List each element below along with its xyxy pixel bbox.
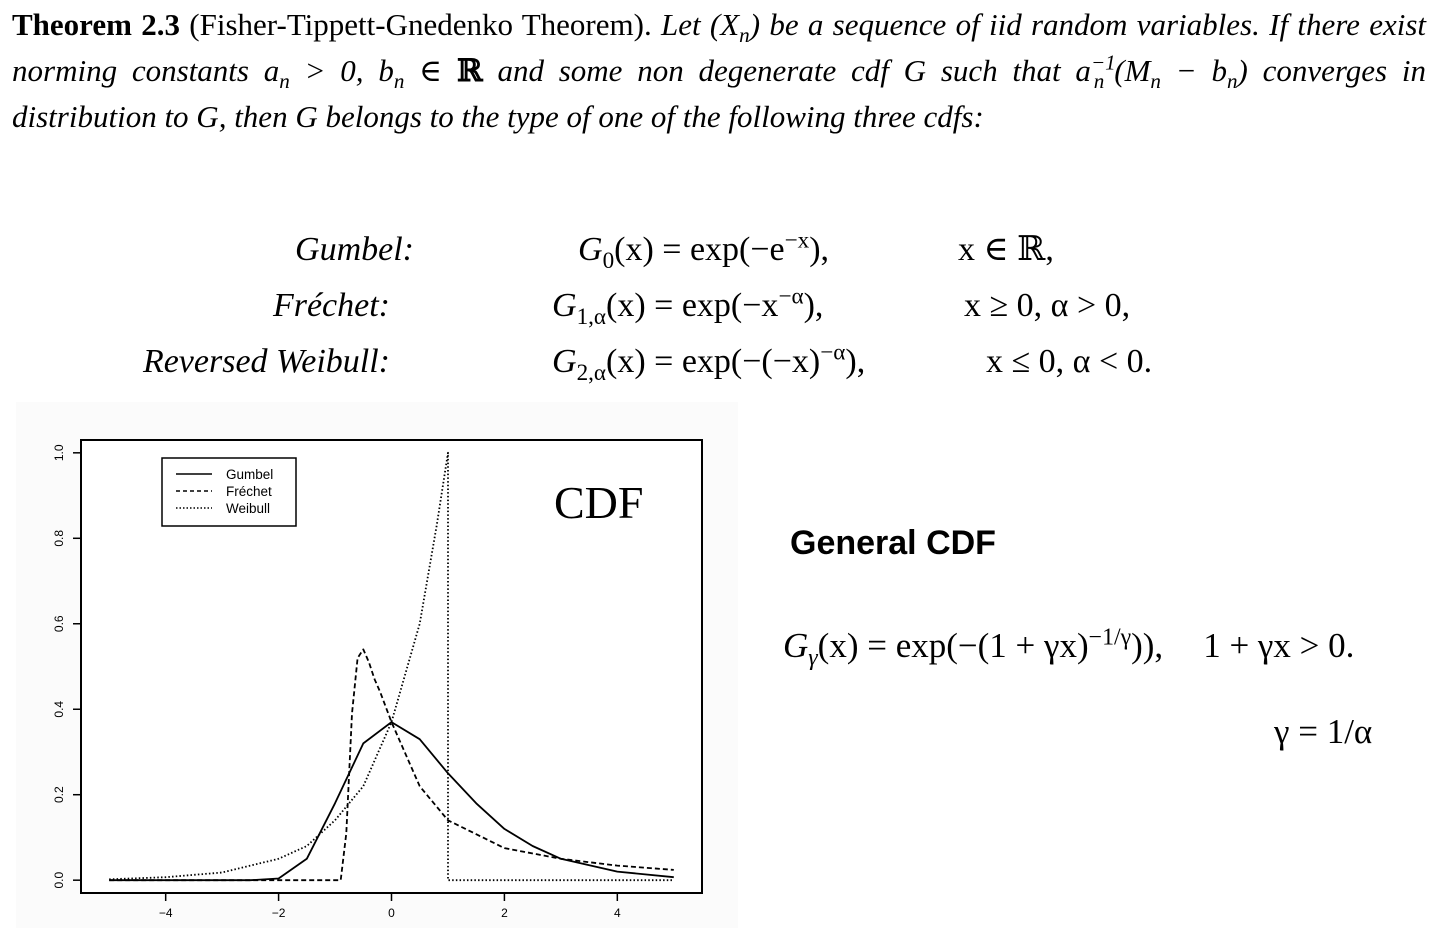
y-tick-label: 0.2 <box>52 786 66 803</box>
weibull-name: Reversed Weibull: <box>142 343 390 380</box>
theorem-paragraph: Theorem 2.3 (Fisher-Tippett-Gnedenko The… <box>12 2 1426 140</box>
y-tick-label: 0.0 <box>52 872 66 889</box>
frechet-formula: G1,α(x) = exp(−x−α), <box>552 283 824 330</box>
series-line-weibull <box>109 451 674 882</box>
legend: Gumbel Fréchet Weibull <box>161 457 297 527</box>
x-tick-label: 4 <box>614 906 621 920</box>
series-line-gumbel <box>109 721 674 882</box>
legend-box <box>161 457 297 527</box>
x-tick-label: 2 <box>501 906 508 920</box>
chart-title: CDF <box>554 477 643 528</box>
general-cdf-title: General CDF <box>790 524 996 562</box>
y-tick-label: 0.8 <box>52 530 66 547</box>
frechet-condition: x ≥ 0, α > 0, <box>964 287 1131 324</box>
legend-label-weibull: Weibull <box>226 501 270 516</box>
frechet-name: Fréchet: <box>272 287 390 324</box>
series-line-frechet <box>109 648 674 882</box>
y-tick-label: 1.0 <box>52 444 66 461</box>
series-layer <box>109 451 674 882</box>
general-cdf-formula: Gγ(x) = exp(−(1 + γx)−1/γ)), 1 + γx > 0. <box>783 624 1355 671</box>
gumbel-formula: G0(x) = exp(−e−x), <box>578 227 830 274</box>
theorem-label: Theorem 2.3 <box>12 7 180 42</box>
x-tick-label: −4 <box>159 906 173 920</box>
y-tick-label: 0.6 <box>52 615 66 632</box>
y-tick-label: 0.4 <box>52 701 66 718</box>
x-tick-label: −2 <box>272 906 286 920</box>
weibull-formula: G2,α(x) = exp(−(−x)−α), <box>552 339 866 386</box>
theorem-statement: Let (Xn) be a sequence of iid random var… <box>12 7 1427 134</box>
x-axis: −4 −2 0 2 4 <box>159 893 621 920</box>
cdf-chart: 0.0 0.2 0.4 0.6 0.8 1.0 −4 −2 0 2 4 Gumbel Fréche… <box>16 402 738 928</box>
gumbel-condition: x ∈ ℝ, <box>958 231 1054 268</box>
x-tick-label: 0 <box>388 906 395 920</box>
legend-label-frechet: Fréchet <box>226 484 272 499</box>
weibull-condition: x ≤ 0, α < 0. <box>986 343 1153 380</box>
gumbel-name: Gumbel: <box>295 231 414 268</box>
legend-label-gumbel: Gumbel <box>226 467 273 482</box>
theorem-name: (Fisher-Tippett-Gnedenko Theorem). <box>189 7 652 42</box>
gamma-definition: γ = 1/α <box>1274 712 1373 751</box>
y-axis: 0.0 0.2 0.4 0.6 0.8 1.0 <box>52 444 81 889</box>
